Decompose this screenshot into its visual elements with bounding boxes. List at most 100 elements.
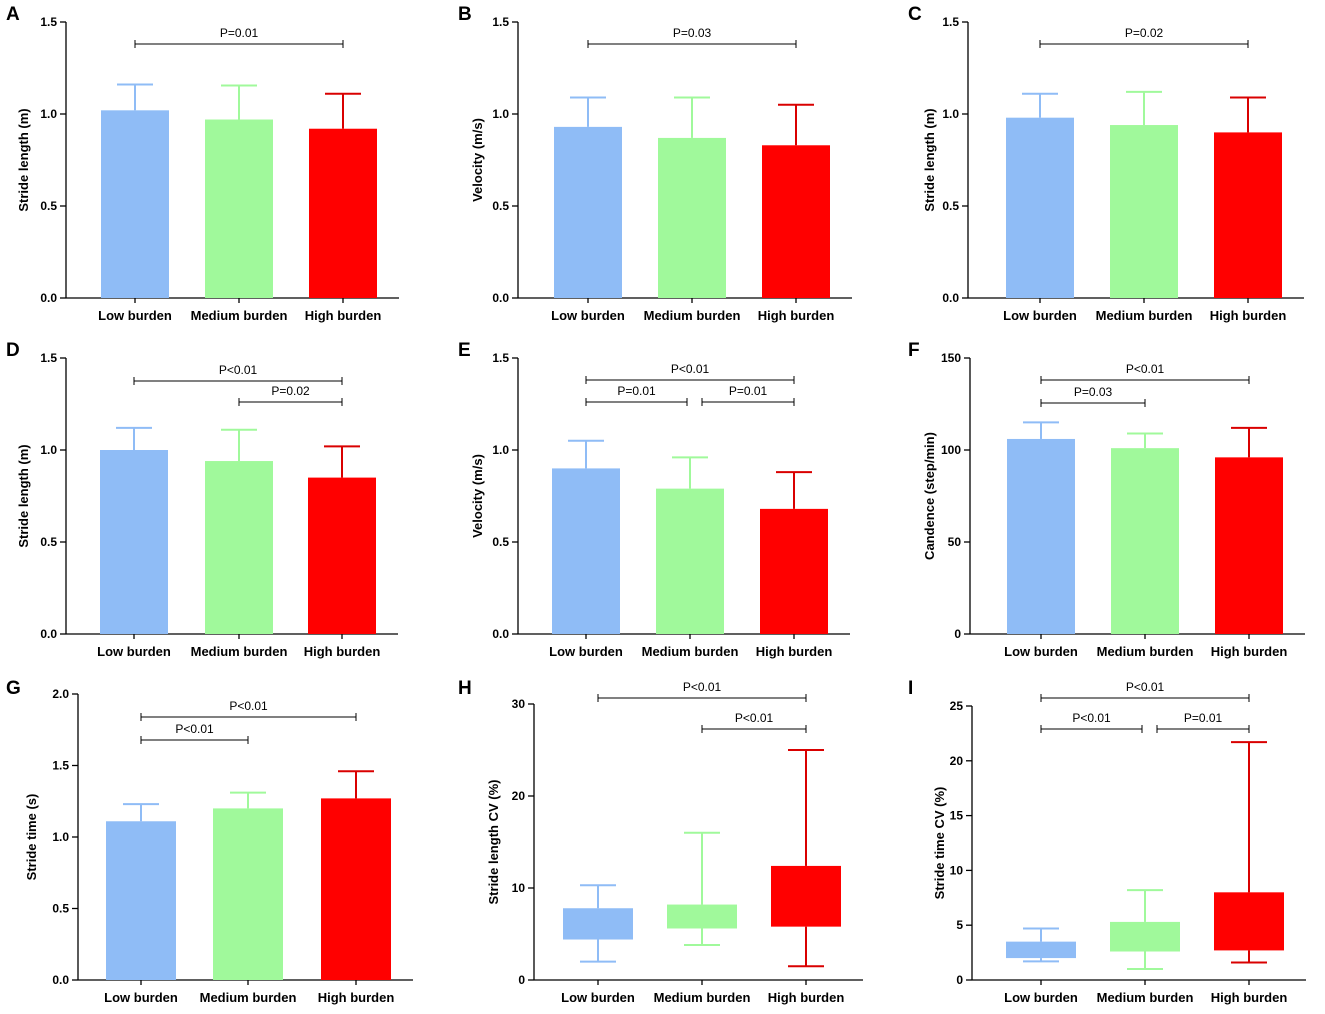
x-category-label: High burden (305, 308, 382, 323)
significance-label: P=0.03 (673, 26, 712, 40)
x-category-label: Low burden (1004, 990, 1078, 1005)
x-category-label: High burden (758, 308, 835, 323)
panel-c: C 0.0 0.5 1.0 1.5 Stride length (m) Low burden… (908, 4, 1304, 323)
y-tick-label: 1.0 (40, 107, 57, 121)
y-tick-label: 1.5 (492, 15, 509, 29)
bar (760, 508, 828, 634)
significance-label: P<0.01 (1072, 711, 1111, 725)
panel-e: E 0.0 0.5 1.0 1.5 Velocity (m/s) Low burden Med… (458, 340, 850, 659)
x-category-label: Low burden (1003, 308, 1077, 323)
significance-label: P<0.01 (1126, 680, 1165, 694)
y-tick-label: 0.5 (492, 535, 509, 549)
y-tick-label: 0.5 (492, 199, 509, 213)
x-category-label: High burden (768, 990, 845, 1005)
bar (554, 126, 622, 298)
y-tick-label: 1.5 (40, 15, 57, 29)
panel-letter: F (908, 340, 920, 361)
bar (1215, 457, 1283, 634)
y-tick-label: 2.0 (52, 687, 69, 701)
y-axis-title: Stride length CV (%) (486, 780, 501, 905)
panel-letter: D (6, 340, 20, 361)
x-category-label: High burden (756, 644, 833, 659)
panel-d: D 0.0 0.5 1.0 1.5 Stride length (m) Low burden… (6, 340, 398, 659)
bar (101, 110, 169, 298)
y-tick-label: 30 (512, 697, 526, 711)
significance-label: P=0.01 (729, 384, 768, 398)
x-category-label: Low burden (1004, 644, 1078, 659)
y-tick-label: 10 (512, 881, 526, 895)
y-tick-label: 1.0 (942, 107, 959, 121)
bar (656, 488, 724, 634)
bar (658, 137, 726, 298)
y-tick-label: 100 (941, 443, 961, 457)
panel-letter: B (458, 4, 472, 25)
y-tick-label: 150 (941, 351, 961, 365)
y-tick-label: 0 (518, 973, 525, 987)
x-category-label: High burden (304, 644, 381, 659)
significance-label: P=0.01 (617, 384, 656, 398)
y-tick-label: 0 (956, 973, 963, 987)
panel-letter: E (458, 340, 471, 361)
bar (205, 461, 273, 634)
x-category-label: Medium burden (191, 644, 288, 659)
significance-label: P=0.02 (1125, 26, 1164, 40)
significance-label: P=0.01 (1184, 711, 1223, 725)
x-category-label: Medium burden (654, 990, 751, 1005)
bar (1214, 132, 1282, 298)
significance-label: P<0.01 (671, 362, 710, 376)
panel-letter: A (6, 4, 20, 25)
y-axis-title: Candence (step/min) (922, 432, 937, 560)
significance-label: P<0.01 (229, 699, 268, 713)
x-category-label: High burden (1211, 990, 1288, 1005)
y-tick-label: 25 (950, 699, 964, 713)
y-tick-label: 10 (950, 863, 964, 877)
y-axis-title: Stride length (m) (16, 444, 31, 547)
x-category-label: Low burden (551, 308, 625, 323)
panel-letter: H (458, 678, 472, 699)
y-tick-label: 1.5 (40, 351, 57, 365)
bar (100, 450, 168, 634)
panel-f: F 0 50 100 150 Candence (step/min) Low burden M… (908, 340, 1305, 659)
box (771, 865, 841, 927)
significance-label: P=0.03 (1074, 385, 1113, 399)
significance-label: P<0.01 (1126, 362, 1165, 376)
y-tick-label: 0.5 (40, 535, 57, 549)
box (1214, 892, 1284, 951)
bar (308, 477, 376, 634)
x-category-label: Medium burden (642, 644, 739, 659)
bar (213, 808, 283, 980)
bar (321, 798, 391, 980)
x-category-label: Medium burden (644, 308, 741, 323)
x-category-label: High burden (1211, 644, 1288, 659)
x-category-label: Low burden (104, 990, 178, 1005)
significance-label: P<0.01 (735, 711, 774, 725)
y-tick-label: 0.5 (52, 902, 69, 916)
y-tick-label: 1.0 (492, 443, 509, 457)
panel-g: G 0.0 0.5 1.0 1.5 2.0 Stride time (s) Low burde… (6, 678, 413, 1005)
x-category-label: Low burden (97, 644, 171, 659)
significance-label: P<0.01 (175, 722, 214, 736)
panel-a: A 0.0 0.5 1.0 1.5 Stride length (m) Low burden… (6, 4, 399, 323)
y-tick-label: 20 (512, 789, 526, 803)
bar (762, 145, 830, 298)
y-tick-label: 1.5 (942, 15, 959, 29)
y-tick-label: 0.0 (40, 627, 57, 641)
x-category-label: Low burden (549, 644, 623, 659)
x-category-label: Low burden (561, 990, 635, 1005)
y-tick-label: 0.0 (942, 291, 959, 305)
box (563, 908, 633, 940)
y-tick-label: 1.0 (52, 830, 69, 844)
significance-label: P<0.01 (683, 680, 722, 694)
y-tick-label: 0.0 (40, 291, 57, 305)
x-category-label: Medium burden (191, 308, 288, 323)
box (1110, 921, 1180, 952)
y-axis-title: Velocity (m/s) (470, 118, 485, 202)
y-axis-title: Stride length (m) (16, 108, 31, 211)
bar (552, 468, 620, 634)
y-axis-title: Velocity (m/s) (470, 454, 485, 538)
bar (1110, 125, 1178, 298)
y-tick-label: 5 (956, 918, 963, 932)
panel-h: H 0 10 20 30 Stride length CV (%) Low burden Me… (458, 678, 863, 1005)
panel-letter: I (908, 678, 913, 699)
